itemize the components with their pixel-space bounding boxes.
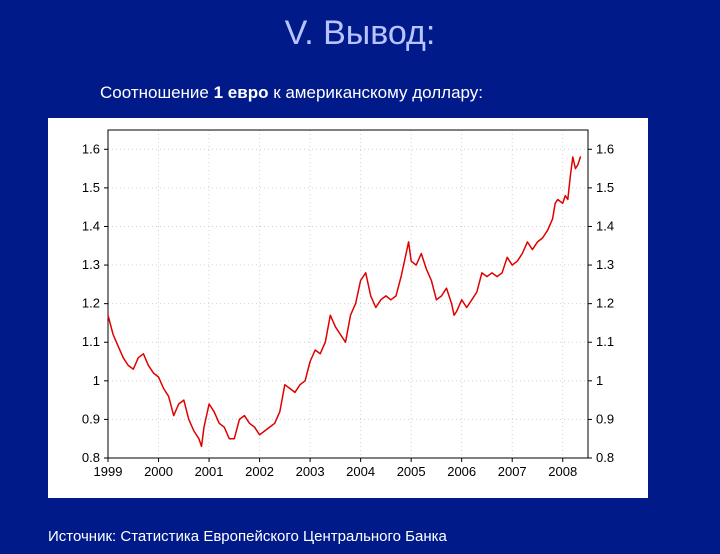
svg-text:2005: 2005 <box>397 464 426 479</box>
svg-text:2003: 2003 <box>296 464 325 479</box>
svg-text:1.1: 1.1 <box>82 334 100 349</box>
slide-footer: Источник: Статистика Европейского Центра… <box>48 528 468 546</box>
svg-text:1: 1 <box>93 373 100 388</box>
svg-text:1.6: 1.6 <box>82 141 100 156</box>
svg-text:1.4: 1.4 <box>82 218 100 233</box>
svg-text:1.2: 1.2 <box>596 296 614 311</box>
svg-text:2000: 2000 <box>144 464 173 479</box>
svg-text:0.9: 0.9 <box>82 411 100 426</box>
svg-text:2006: 2006 <box>447 464 476 479</box>
svg-text:1.3: 1.3 <box>82 257 100 272</box>
svg-text:1.1: 1.1 <box>596 334 614 349</box>
svg-text:2001: 2001 <box>195 464 224 479</box>
svg-text:1.6: 1.6 <box>596 141 614 156</box>
svg-text:0.8: 0.8 <box>82 450 100 465</box>
slide-subtitle: Соотношение 1 евро к американскому долла… <box>100 82 540 103</box>
svg-text:1.5: 1.5 <box>596 180 614 195</box>
svg-text:1.4: 1.4 <box>596 218 614 233</box>
chart-svg: 0.8 0.8 0.9 0.9 1 1 1.1 1.1 1.2 1.2 1.3 1.3 1.4 1.4 1.… <box>48 118 648 498</box>
subtitle-prefix: Соотношение <box>100 83 214 102</box>
svg-text:1.2: 1.2 <box>82 296 100 311</box>
svg-text:0.9: 0.9 <box>596 411 614 426</box>
svg-text:0.8: 0.8 <box>596 450 614 465</box>
subtitle-bold: 1 евро <box>214 83 269 102</box>
svg-text:1999: 1999 <box>94 464 123 479</box>
slide-title: V. Вывод: <box>0 14 720 53</box>
svg-text:2002: 2002 <box>245 464 274 479</box>
svg-text:1.5: 1.5 <box>82 180 100 195</box>
svg-text:1: 1 <box>596 373 603 388</box>
svg-text:2007: 2007 <box>498 464 527 479</box>
exchange-rate-chart: 0.8 0.8 0.9 0.9 1 1 1.1 1.1 1.2 1.2 1.3 1.3 1.4 1.4 1.… <box>48 118 648 498</box>
svg-text:1.3: 1.3 <box>596 257 614 272</box>
subtitle-suffix: к американскому доллару: <box>268 83 483 102</box>
svg-text:2008: 2008 <box>548 464 577 479</box>
svg-text:2004: 2004 <box>346 464 375 479</box>
